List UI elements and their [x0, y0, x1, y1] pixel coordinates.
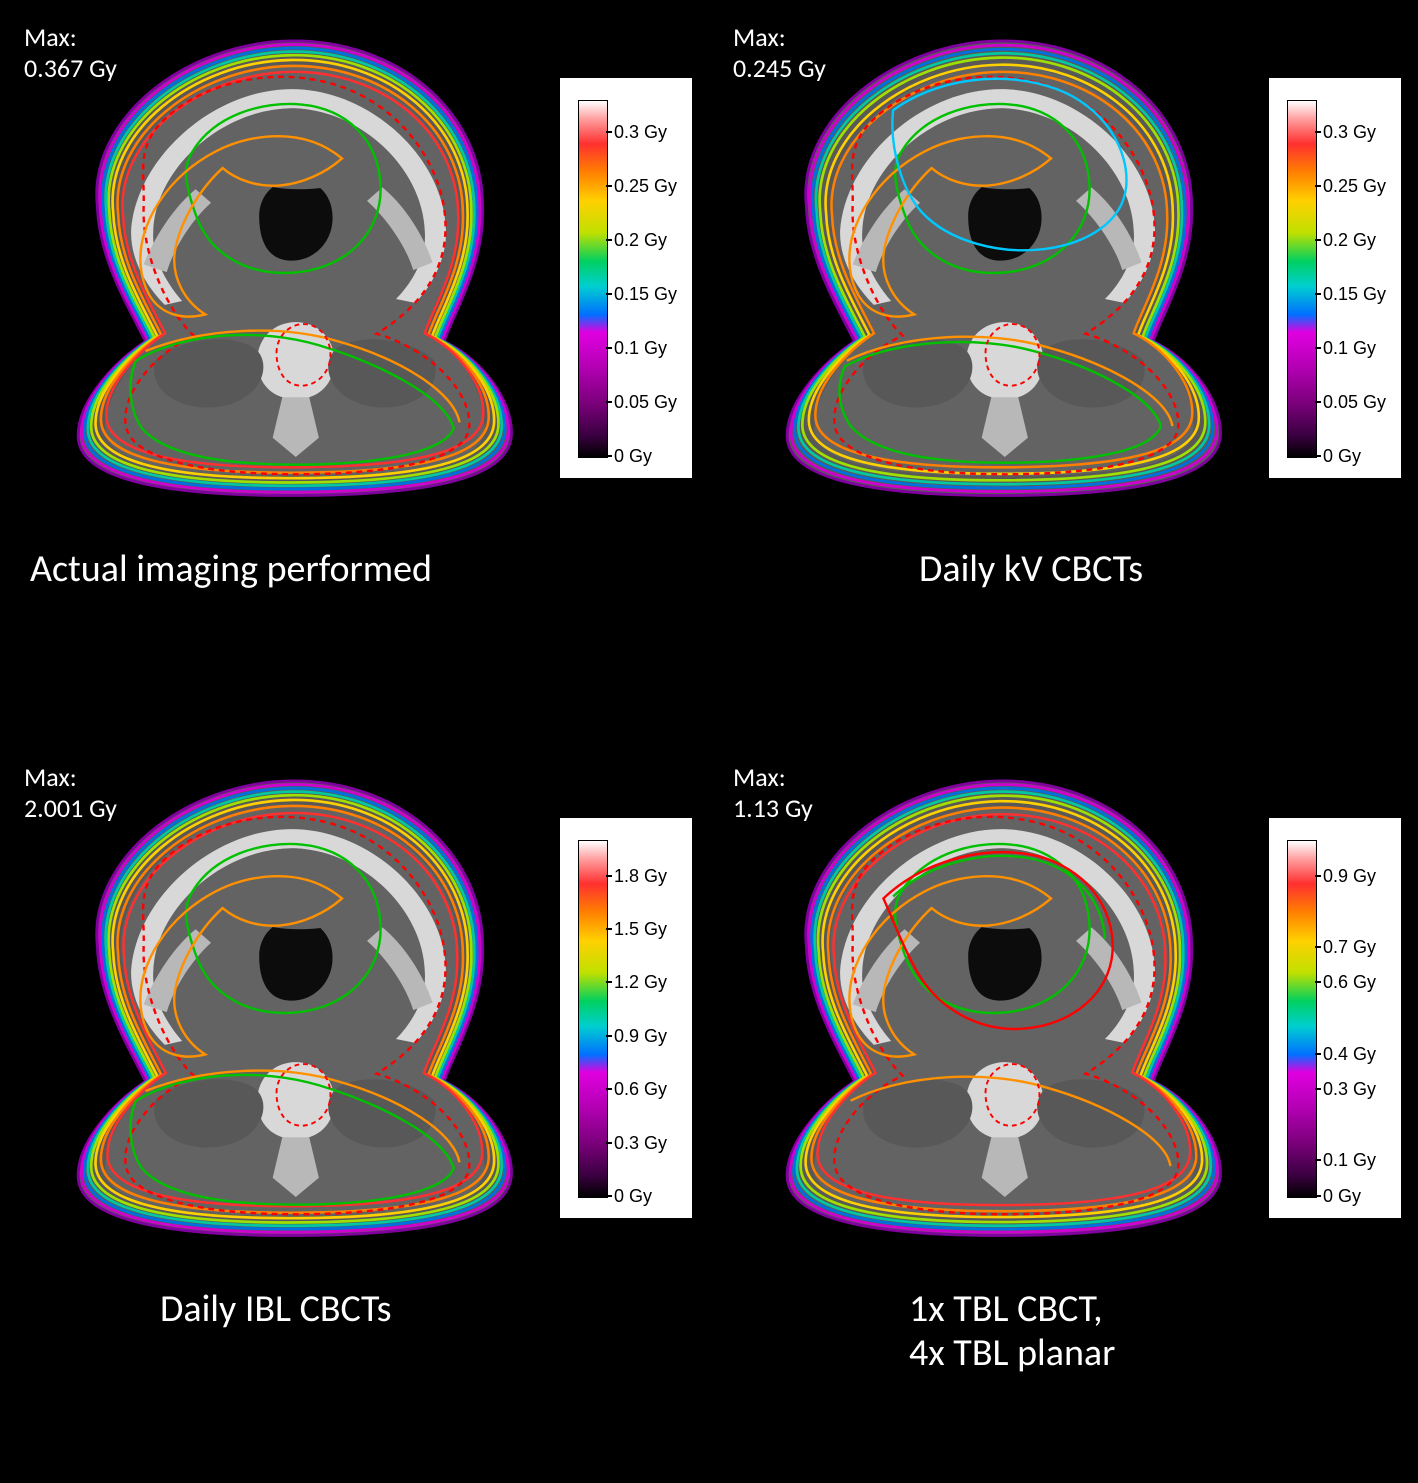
- colorbar-tick: [1315, 131, 1321, 133]
- colorbar-tick-label: 0 Gy: [614, 1186, 652, 1207]
- colorbar-tick-label: 0.6 Gy: [614, 1079, 667, 1100]
- colorbar-tick-label: 0.2 Gy: [614, 230, 667, 251]
- colorbar-tick-label: 0.1 Gy: [614, 338, 667, 359]
- colorbar-tick-label: 0.15 Gy: [614, 284, 677, 305]
- colorbar-tick-label: 0.7 Gy: [1323, 937, 1376, 958]
- colorbar-tick: [606, 1195, 612, 1197]
- colorbar-tick-label: 0.3 Gy: [614, 1133, 667, 1154]
- colorbar-tick-label: 1.5 Gy: [614, 919, 667, 940]
- colorbar-tick: [606, 401, 612, 403]
- panel-top-left: Max: 0.367 Gy0.3 Gy0.25 Gy0.2 Gy0.15 Gy0…: [0, 0, 709, 640]
- colorbar-tick: [606, 1142, 612, 1144]
- colorbar-tick-label: 1.8 Gy: [614, 866, 667, 887]
- colorbar-tick: [1315, 185, 1321, 187]
- max-dose-label: Max: 2.001 Gy: [24, 762, 117, 824]
- colorbar-tick: [1315, 1195, 1321, 1197]
- colorbar-tick-label: 0.15 Gy: [1323, 284, 1386, 305]
- colorbar-gradient: [578, 100, 608, 458]
- colorbar-tick: [1315, 239, 1321, 241]
- colorbar-tick-label: 0.25 Gy: [614, 176, 677, 197]
- colorbar-tick: [1315, 1053, 1321, 1055]
- colorbar-tick-label: 0.3 Gy: [614, 122, 667, 143]
- colorbar-tick: [606, 347, 612, 349]
- colorbar-tick-label: 0.05 Gy: [614, 392, 677, 413]
- max-dose-label: Max: 0.245 Gy: [733, 22, 826, 84]
- colorbar-tick-label: 0.1 Gy: [1323, 1150, 1376, 1171]
- max-dose-label: Max: 1.13 Gy: [733, 762, 813, 824]
- colorbar-gradient: [1287, 840, 1317, 1198]
- colorbar-tick: [606, 131, 612, 133]
- panel-caption: 1x TBL CBCT, 4x TBL planar: [909, 1288, 1115, 1375]
- colorbar: 0.9 Gy 0.7 Gy 0.6 Gy 0.4 Gy 0.3 Gy 0.1 Gy 0 Gy: [1269, 818, 1401, 1218]
- colorbar-tick: [606, 1088, 612, 1090]
- colorbar-tick: [1315, 347, 1321, 349]
- colorbar-tick-label: 0.3 Gy: [1323, 1079, 1376, 1100]
- colorbar-tick-label: 0.3 Gy: [1323, 122, 1376, 143]
- colorbar-tick: [1315, 401, 1321, 403]
- ct-panel: [30, 14, 550, 534]
- panel-bottom-left: Max: 2.001 Gy 1.8 Gy 1.5 Gy 1.2 Gy 0.9 Gy 0.6…: [0, 740, 709, 1480]
- colorbar-tick: [606, 293, 612, 295]
- ct-panel: [739, 754, 1259, 1274]
- colorbar-tick: [606, 981, 612, 983]
- colorbar-tick-label: 0.05 Gy: [1323, 392, 1386, 413]
- ct-panel: [739, 14, 1259, 534]
- colorbar-tick: [606, 928, 612, 930]
- colorbar: 0.3 Gy 0.25 Gy 0.2 Gy 0.15 Gy 0.1 Gy 0.05 Gy 0…: [1269, 78, 1401, 478]
- panel-caption: Daily kV CBCTs: [919, 548, 1143, 592]
- colorbar-tick: [1315, 1159, 1321, 1161]
- colorbar-tick: [606, 239, 612, 241]
- panel-top-right: Max: 0.245 Gy0.3 Gy0.25 Gy0.2 Gy0.15 Gy0…: [709, 0, 1418, 640]
- colorbar-tick-label: 1.2 Gy: [614, 972, 667, 993]
- colorbar: 0.3 Gy 0.25 Gy 0.2 Gy 0.15 Gy 0.1 Gy 0.05 Gy 0…: [560, 78, 692, 478]
- colorbar-tick: [606, 185, 612, 187]
- colorbar-tick-label: 0 Gy: [1323, 446, 1361, 467]
- colorbar-tick-label: 0.1 Gy: [1323, 338, 1376, 359]
- max-dose-label: Max: 0.367 Gy: [24, 22, 117, 84]
- panel-caption: Actual imaging performed: [30, 548, 432, 592]
- colorbar-tick: [606, 875, 612, 877]
- colorbar-gradient: [578, 840, 608, 1198]
- colorbar-tick: [1315, 981, 1321, 983]
- colorbar-tick: [606, 1035, 612, 1037]
- colorbar-tick-label: 0.9 Gy: [1323, 866, 1376, 887]
- colorbar-tick-label: 0.6 Gy: [1323, 972, 1376, 993]
- colorbar-tick-label: 0.25 Gy: [1323, 176, 1386, 197]
- ct-panel: [30, 754, 550, 1274]
- panel-caption: Daily IBL CBCTs: [160, 1288, 392, 1332]
- colorbar-tick: [1315, 946, 1321, 948]
- colorbar-tick-label: 0 Gy: [1323, 1186, 1361, 1207]
- panel-bottom-right: Max: 1.13 Gy 0.9 Gy 0.7 Gy 0.6 Gy 0.4 Gy 0.3 …: [709, 740, 1418, 1480]
- colorbar-tick-label: 0.4 Gy: [1323, 1044, 1376, 1065]
- colorbar-tick: [1315, 293, 1321, 295]
- colorbar-tick-label: 0.2 Gy: [1323, 230, 1376, 251]
- colorbar-tick-label: 0.9 Gy: [614, 1026, 667, 1047]
- colorbar-tick-label: 0 Gy: [614, 446, 652, 467]
- colorbar-gradient: [1287, 100, 1317, 458]
- colorbar-tick: [1315, 875, 1321, 877]
- colorbar-tick: [1315, 1088, 1321, 1090]
- colorbar-tick: [606, 455, 612, 457]
- colorbar: 1.8 Gy 1.5 Gy 1.2 Gy 0.9 Gy 0.6 Gy 0.3 Gy 0 Gy: [560, 818, 692, 1218]
- colorbar-tick: [1315, 455, 1321, 457]
